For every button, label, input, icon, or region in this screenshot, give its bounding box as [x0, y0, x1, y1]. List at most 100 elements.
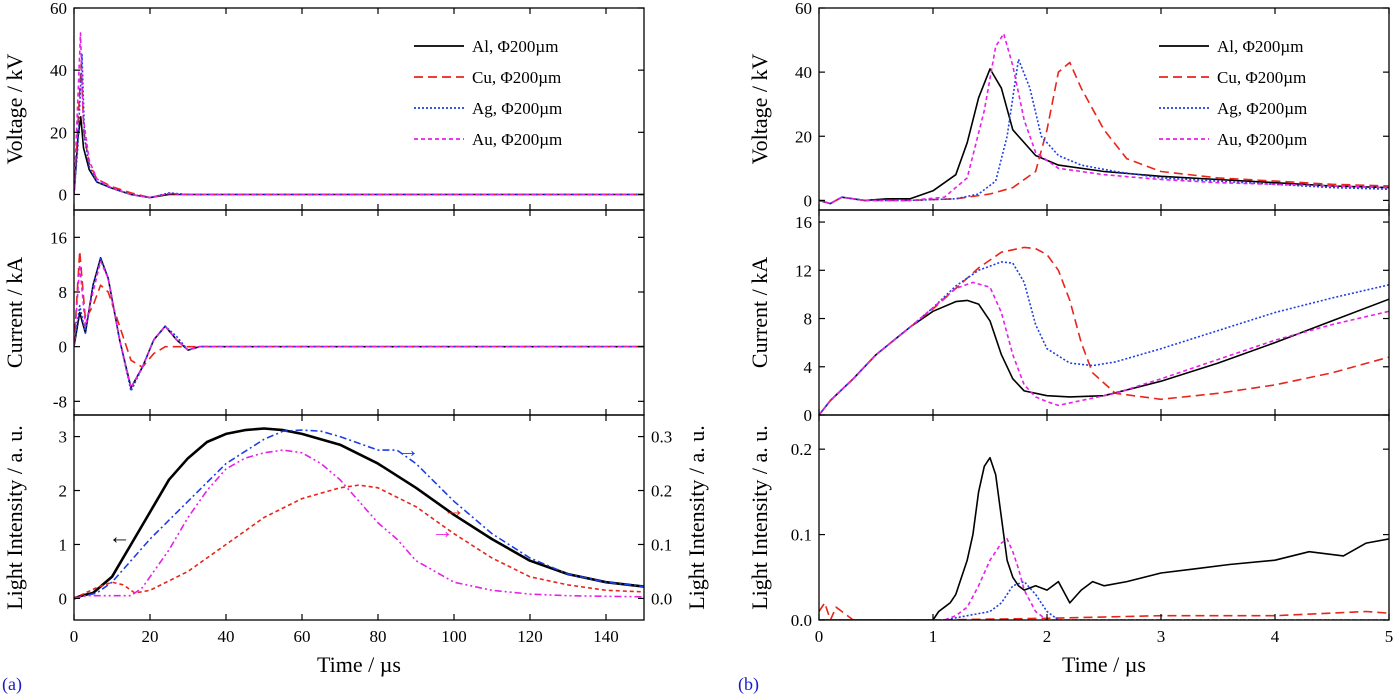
annotation-arrow-al: ←: [109, 523, 131, 548]
series-line-light-cu: [819, 602, 1389, 620]
y-tick-label: 2: [59, 482, 68, 501]
y-tick-label: 0: [59, 589, 68, 608]
y-tick-label-right: 0.1: [651, 535, 672, 554]
x-axis-title: Time / µs: [317, 652, 401, 677]
series-line-current-al: [74, 257, 644, 389]
series-line-current-au: [819, 281, 1389, 415]
legend-label-au: Au, Φ200µm: [1217, 130, 1307, 149]
subplot-light: 0.0 0.1 0.2 Light Intensity / a. u.: [747, 414, 1390, 630]
series-line-light-ag: [819, 580, 1389, 620]
legend-label-cu: Cu, Φ200µm: [472, 68, 561, 87]
y-tick-label: 1: [59, 535, 68, 554]
legend-label-cu: Cu, Φ200µm: [1217, 68, 1306, 87]
x-tick-label: 120: [517, 627, 543, 646]
legend-label-ag: Ag, Φ200µm: [472, 99, 562, 118]
series-line-current-ag: [819, 261, 1389, 415]
y-tick-label: 4: [804, 358, 813, 377]
y-tick-label: -8: [53, 392, 67, 411]
x-axis-title: Time / µs: [1062, 652, 1146, 677]
plot-frame: [73, 414, 645, 621]
series-line-current-cu: [74, 250, 644, 368]
y-tick-label: 40: [795, 63, 812, 82]
y-tick-label-right: 0.0: [651, 589, 672, 608]
annotation-arrow-au: →: [432, 518, 454, 543]
subplot-light: 0 1 2 3 0.0 0.1 0.2 0.3 Light Intensity / a. u. L…: [2, 414, 709, 621]
annotation-arrow-cu: →: [443, 496, 465, 521]
series-line-current-ag: [74, 257, 644, 392]
annotation-arrow-ag: →: [397, 437, 419, 462]
plot-frame: [818, 209, 1390, 416]
series-line-light-au: [819, 538, 1389, 620]
y-tick-label: 8: [59, 283, 68, 302]
plot-frame: [818, 414, 1390, 621]
y-axis-title: Light Intensity / a. u.: [2, 425, 27, 610]
y-axis-title: Light Intensity / a. u.: [747, 425, 772, 610]
x-tick-label: 5: [1385, 627, 1394, 646]
y-tick-label: 12: [795, 261, 812, 280]
legend: Al, Φ200µm Cu, Φ200µm Ag, Φ200µm Au, Φ200µm: [1159, 37, 1307, 149]
series-line-light-au: [74, 449, 644, 600]
y-tick-label: 20: [795, 127, 812, 146]
x-tick-label: 80: [370, 627, 387, 646]
x-tick-label: 60: [294, 627, 311, 646]
y-tick-label: 20: [50, 123, 67, 142]
y-axis-title: Voltage / kV: [747, 53, 772, 164]
subplot-current: -8 0 8 16 Current / kA: [2, 209, 645, 416]
series-line-light-cu: [74, 484, 644, 600]
panel-label-a: (a): [2, 674, 22, 695]
x-tick-label: 100: [441, 627, 467, 646]
y-tick-label: 0: [804, 406, 813, 425]
series-line-light-al: [819, 456, 1389, 620]
legend-label-au: Au, Φ200µm: [472, 130, 562, 149]
y-tick-label: 16: [50, 228, 67, 247]
y-tick-label: 0.1: [791, 526, 812, 545]
x-tick-label: 1: [929, 627, 938, 646]
legend-label-al: Al, Φ200µm: [1217, 37, 1303, 56]
y-tick-label: 0.0: [791, 611, 812, 630]
y-tick-label: 60: [795, 0, 812, 18]
series-line-current-al: [819, 298, 1389, 415]
x-tick-label: 2: [1043, 627, 1052, 646]
series-line-voltage-al: [74, 116, 644, 199]
legend: Al, Φ200µm Cu, Φ200µm Ag, Φ200µm Au, Φ200µm: [414, 37, 562, 149]
series-line-voltage-au: [74, 32, 644, 199]
x-tick-label: 0: [70, 627, 79, 646]
plot-frame: [73, 209, 645, 416]
y-tick-label: 60: [50, 0, 67, 18]
series-line-voltage-cu: [819, 61, 1389, 205]
legend-label-ag: Ag, Φ200µm: [1217, 99, 1307, 118]
y-tick-label: 16: [795, 213, 812, 232]
series-line-light-al: [74, 427, 644, 600]
series-line-current-au: [74, 260, 644, 389]
y-axis-title: Voltage / kV: [2, 53, 27, 164]
x-tick-label: 4: [1271, 627, 1280, 646]
legend-label-al: Al, Φ200µm: [472, 37, 558, 56]
subplot-current: 0 4 8 12 16 Current / kA: [747, 209, 1390, 425]
y-tick-label: 0: [804, 191, 813, 210]
y-tick-label: 0.2: [791, 440, 812, 459]
y-tick-label-right: 0.3: [651, 428, 672, 447]
series-line-voltage-al: [819, 68, 1389, 205]
y-axis-title-right: Light Intensity / a. u.: [684, 425, 709, 610]
y-tick-label: 0: [59, 185, 68, 204]
x-tick-label: 0: [815, 627, 824, 646]
series-line-voltage-ag: [74, 53, 644, 199]
y-axis-title: Current / kA: [747, 257, 772, 368]
x-tick-label: 140: [593, 627, 619, 646]
x-tick-label: 40: [218, 627, 235, 646]
y-tick-label: 8: [804, 310, 813, 329]
y-tick-label: 40: [50, 61, 67, 80]
series-line-voltage-au: [819, 32, 1389, 205]
y-axis-title: Current / kA: [2, 257, 27, 368]
y-tick-label-right: 0.2: [651, 482, 672, 501]
series-line-light-ag: [74, 429, 644, 600]
y-tick-label: 0: [59, 338, 68, 357]
y-tick-label: 3: [59, 428, 68, 447]
panel-label-b: (b): [738, 674, 759, 695]
x-tick-label: 20: [142, 627, 159, 646]
